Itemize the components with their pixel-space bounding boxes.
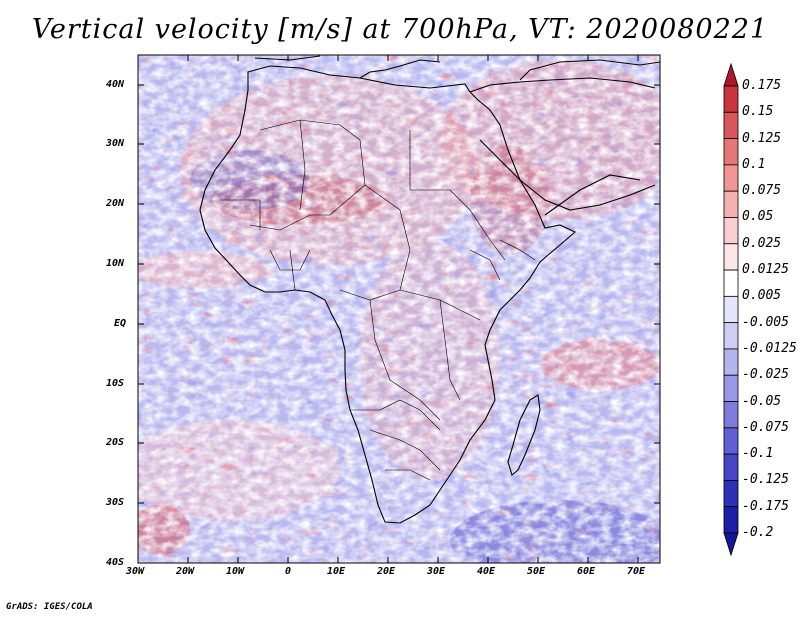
lon-label-0: 0 (285, 566, 292, 577)
colorbar-swatch (723, 374, 739, 402)
lat-tick-marks (138, 84, 660, 504)
colorbar-swatch (723, 348, 739, 376)
colorbar-label: -0.005 (742, 314, 789, 330)
colorbar-label: 0.175 (742, 78, 782, 93)
lon-tick-marks (187, 55, 639, 563)
lat-label-20s: 20S (106, 437, 125, 448)
colorbar-swatch (723, 427, 739, 455)
colorbar-bottom-arrow (723, 532, 739, 557)
lat-label-eq: EQ (114, 318, 127, 329)
footer-credit: GrADS: IGES/COLA (6, 602, 93, 612)
colorbar-swatch (723, 480, 739, 508)
colorbar-swatch (723, 453, 739, 481)
colorbar-swatch (723, 164, 739, 192)
coastlines (199, 55, 660, 524)
colorbar-swatch (723, 190, 739, 218)
lon-label-10e: 10E (327, 566, 346, 577)
lon-label-30e: 30E (427, 566, 446, 577)
colorbar-label: 0.15 (742, 104, 774, 120)
colorbar-label: 0.125 (742, 130, 782, 146)
lat-label-10n: 10N (106, 258, 125, 269)
colorbar-label: -0.0125 (742, 340, 797, 356)
country-borders (220, 119, 536, 481)
colorbar-swatch (723, 322, 739, 350)
colorbar-label: 0.025 (742, 235, 782, 251)
colorbar-swatch (723, 217, 739, 245)
colorbar-top-arrow (723, 62, 739, 87)
colorbar-label: -0.2 (742, 525, 774, 540)
lon-label-30w: 30W (126, 566, 145, 577)
colorbar-swatch (723, 295, 739, 324)
colorbar-label: -0.175 (742, 498, 789, 514)
lat-label-40n: 40N (106, 79, 125, 90)
colorbar-swatch (723, 111, 739, 139)
colorbar-swatch (723, 243, 739, 271)
colorbar-label: -0.075 (742, 419, 789, 435)
colorbar-swatch (723, 85, 739, 113)
lat-label-30s: 30S (106, 497, 125, 508)
lat-label-40s: 40S (106, 557, 125, 568)
lon-label-40e: 40E (477, 566, 496, 577)
colorbar-swatch (723, 506, 739, 534)
colorbar-label: -0.025 (742, 367, 789, 383)
map-border (137, 54, 661, 564)
lat-label-20n: 20N (106, 198, 125, 209)
lat-label-10s: 10S (106, 378, 125, 389)
colorbar-swatch (723, 269, 739, 297)
colorbar-label: 0.05 (742, 209, 774, 225)
lon-label-70e: 70E (627, 566, 646, 577)
lon-label-20e: 20E (377, 566, 396, 577)
colorbar-label: 0.1 (742, 156, 766, 172)
colorbar-swatch (723, 401, 739, 429)
vertical-velocity-field (138, 55, 660, 563)
map-title: Vertical velocity [m/s] at 700hPa, VT: 2… (31, 14, 769, 45)
colorbar-label: 0.0125 (742, 262, 789, 278)
colorbar-label: -0.05 (742, 393, 782, 409)
lon-label-60e: 60E (577, 566, 596, 577)
lat-label-30n: 30N (106, 138, 125, 149)
colorbar-swatch (723, 138, 739, 166)
colorbar (723, 62, 739, 557)
colorbar-label: -0.125 (742, 472, 789, 488)
colorbar-label: 0.005 (742, 288, 782, 304)
lon-label-10w: 10W (226, 566, 245, 577)
lon-label-20w: 20W (176, 566, 195, 577)
colorbar-label: -0.1 (742, 446, 774, 462)
lon-label-50e: 50E (527, 566, 546, 577)
colorbar-label: 0.075 (742, 183, 782, 199)
